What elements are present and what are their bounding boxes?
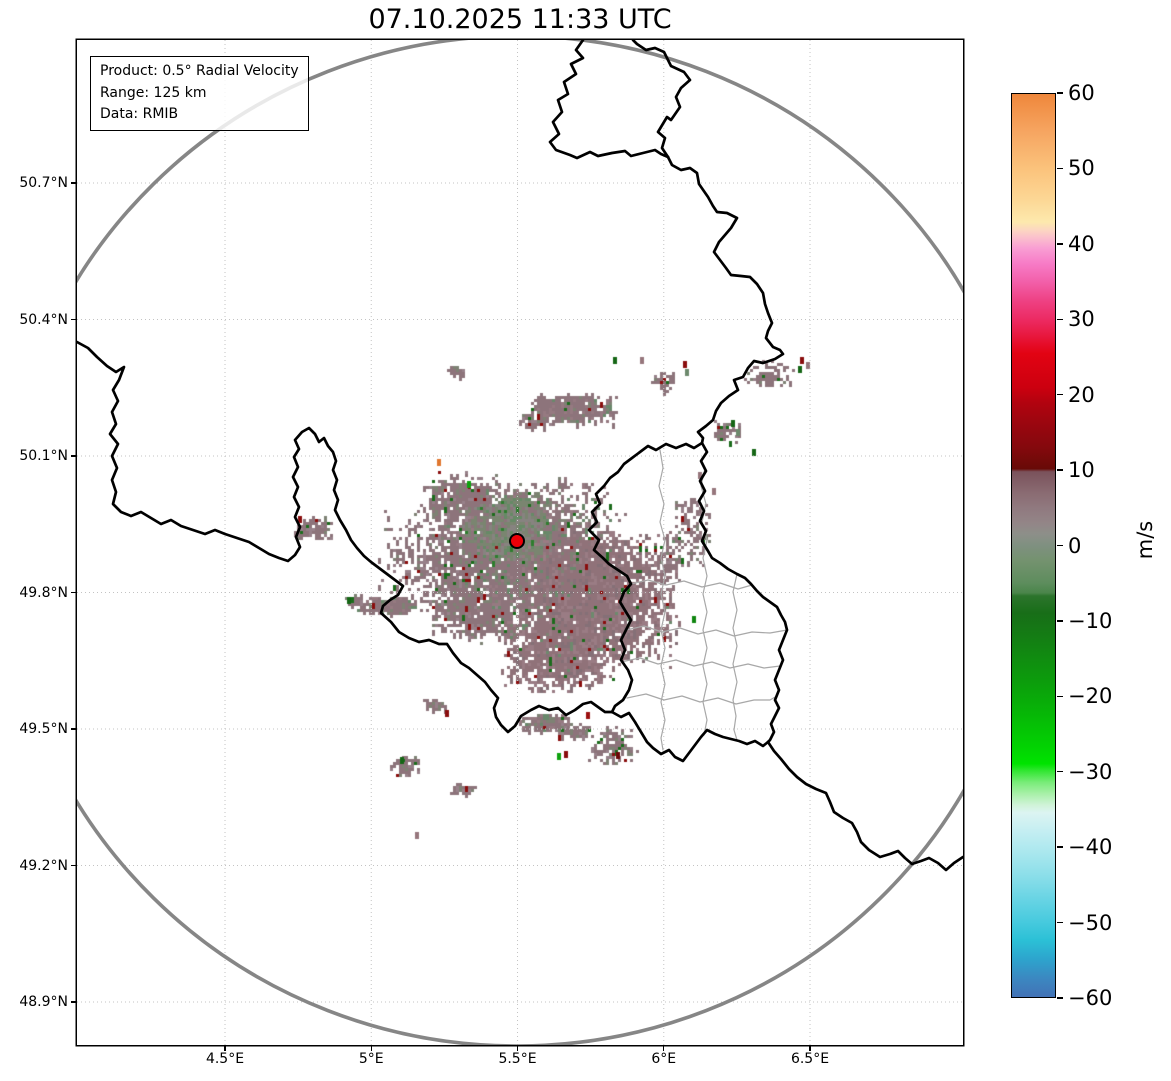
- y-tick-mark: [71, 1001, 76, 1003]
- plot-title: 07.10.2025 11:33 UTC: [368, 4, 672, 35]
- country-border: [631, 40, 692, 159]
- colorbar-tick-label: −40: [1068, 835, 1113, 860]
- colorbar-tick-mark: [1057, 243, 1063, 245]
- x-tick-label: 4.5°E: [205, 1051, 245, 1067]
- colorbar-tick-mark: [1057, 544, 1063, 547]
- info-range-line: Range: 125 km: [100, 84, 207, 101]
- map-plot-area: [77, 40, 963, 1045]
- y-tick-label: 50.4°N: [19, 311, 68, 328]
- info-product-line: Product: 0.5° Radial Velocity: [100, 63, 299, 79]
- y-tick-mark: [71, 864, 76, 867]
- colorbar-tick-mark: [1057, 620, 1063, 622]
- colorbar-tick-label: 60: [1068, 81, 1095, 105]
- colorbar-tick-label: −10: [1068, 608, 1113, 633]
- colorbar-tick-mark: [1057, 92, 1063, 94]
- x-tick-mark: [516, 1046, 519, 1051]
- country-border: [666, 155, 785, 445]
- x-tick-mark: [370, 1046, 372, 1051]
- country-border: [587, 441, 704, 714]
- colorbar-tick-label: 40: [1068, 231, 1095, 256]
- x-tick-label: 6°E: [651, 1051, 677, 1067]
- colorbar-tick-label: 20: [1068, 382, 1095, 407]
- admin-border: [626, 693, 778, 705]
- country-border: [548, 40, 670, 160]
- y-tick-mark: [71, 318, 76, 321]
- colorbar-tick-label: −50: [1068, 910, 1113, 935]
- country-border: [766, 740, 963, 872]
- y-tick-label: 49.2°N: [19, 857, 68, 874]
- colorbar: [1011, 93, 1056, 998]
- colorbar-tick-mark: [1057, 318, 1063, 320]
- y-tick-label: 50.1°N: [19, 448, 68, 464]
- y-tick-label: 49.8°N: [19, 584, 68, 601]
- admin-border: [658, 449, 666, 751]
- colorbar-tick-label: −20: [1068, 684, 1113, 709]
- y-tick-mark: [71, 591, 76, 594]
- colorbar-tick-label: 10: [1068, 458, 1095, 483]
- y-tick-label: 50.7°N: [19, 175, 68, 191]
- country-border: [610, 710, 770, 763]
- colorbar-tick-mark: [1057, 846, 1063, 848]
- info-box: Product: 0.5° Radial Velocity Range: 125…: [90, 56, 309, 132]
- x-tick-label: 5°E: [358, 1051, 384, 1067]
- map-vector-layer: [77, 40, 963, 1045]
- colorbar-tick-mark: [1057, 771, 1063, 773]
- colorbar-tick-label: 30: [1068, 307, 1095, 332]
- y-tick-label: 49.5°N: [19, 721, 68, 737]
- x-tick-label: 6.5°E: [790, 1051, 830, 1067]
- admin-border: [620, 657, 781, 669]
- info-data-line: Data: RMIB: [100, 106, 179, 123]
- radar-location-marker: [509, 533, 525, 549]
- colorbar-tick-mark: [1057, 393, 1063, 396]
- y-tick-mark: [71, 455, 76, 457]
- colorbar-tick-label: 50: [1068, 156, 1095, 181]
- colorbar-tick-label: −60: [1068, 986, 1113, 1010]
- y-tick-label: 48.9°N: [19, 994, 68, 1010]
- admin-border: [625, 625, 788, 637]
- colorbar-tick-label: 0: [1068, 533, 1082, 558]
- x-tick-mark: [224, 1046, 226, 1051]
- admin-border: [732, 573, 738, 741]
- colorbar-tick-mark: [1057, 921, 1063, 924]
- country-border: [77, 340, 614, 734]
- colorbar-tick-mark: [1057, 469, 1063, 471]
- y-tick-mark: [71, 182, 76, 184]
- y-tick-mark: [71, 728, 76, 730]
- admin-border: [630, 579, 758, 592]
- colorbar-tick-mark: [1057, 997, 1063, 999]
- colorbar-tick-mark: [1057, 167, 1063, 170]
- colorbar-tick-mark: [1057, 695, 1063, 698]
- country-border: [697, 441, 789, 744]
- colorbar-unit-label: m/s: [1133, 520, 1157, 560]
- x-tick-mark: [663, 1046, 665, 1051]
- colorbar-tick-label: −30: [1068, 759, 1113, 784]
- x-tick-label: 5.5°E: [498, 1051, 537, 1067]
- x-tick-mark: [809, 1046, 811, 1051]
